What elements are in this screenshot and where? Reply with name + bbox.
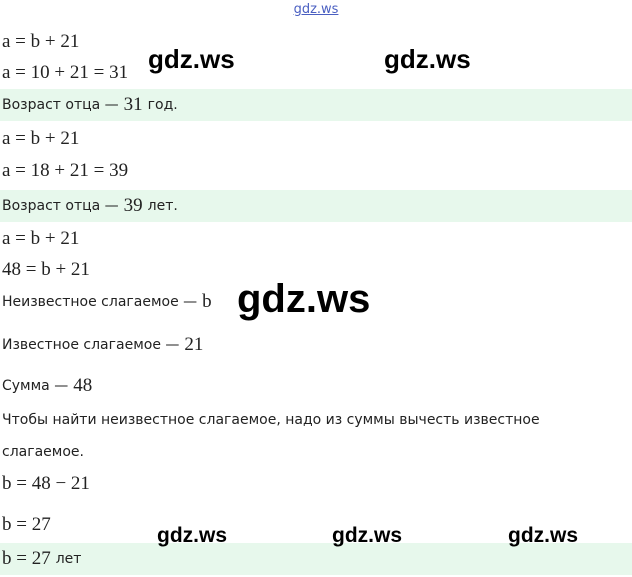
text-line: b = 27 лет [0,543,632,575]
watermark: gdz.ws [237,277,371,321]
text-line: Возраст отца —31 год. [0,89,632,121]
watermark: gdz.ws [148,44,235,74]
math-text: a = b + 21 [2,31,80,52]
text-line: 48 = b + 21 [0,254,632,286]
text-line: Чтобы найти неизвестное слагаемое, надо … [0,404,632,436]
prose-text: лет. [147,198,178,214]
text-line: a = b + 21 [0,123,632,155]
text-line: Неизвестное слагаемое — b [0,286,632,318]
math-text: b = 27 [2,514,51,535]
prose-text: год. [147,97,178,113]
math-text: a = b + 21 [2,128,80,149]
math-text: b = 27 [2,548,51,569]
site-link[interactable]: gdz.ws [293,2,339,17]
prose-text: лет [55,551,82,567]
math-text: 39 [123,195,143,216]
prose-text: Возраст отца — [2,97,119,113]
text-line: a = b + 21 [0,223,632,255]
text-line: a = b + 21 [0,26,632,58]
math-text: b = 48 − 21 [2,473,90,494]
math-text: 48 = b + 21 [2,259,90,280]
watermark: gdz.ws [508,524,579,547]
text-line: Сумма —48 [0,370,632,402]
text-line: b = 27 [0,509,632,541]
text-line: b = 48 − 21 [0,468,632,500]
text-line: a = 18 + 21 = 39 [0,155,632,187]
watermark: gdz.ws [157,524,228,547]
math-text: b [202,291,212,312]
math-text: 48 [73,375,93,396]
watermark: gdz.ws [332,524,403,547]
prose-text: Возраст отца — [2,198,119,214]
prose-text: Неизвестное слагаемое — [2,294,198,310]
prose-text: Сумма — [2,378,69,394]
math-text: a = 10 + 21 = 31 [2,62,129,83]
text-line: a = 10 + 21 = 31 [0,57,632,89]
prose-text: Чтобы найти неизвестное слагаемое, надо … [2,412,540,428]
text-line: слагаемое. [0,436,632,468]
math-text: 31 [123,94,143,115]
prose-text: слагаемое. [2,444,84,460]
text-line: Возраст отца —39 лет. [0,190,632,222]
math-text: a = b + 21 [2,228,80,249]
prose-text: Известное слагаемое — [2,337,180,353]
math-text: 21 [184,334,204,355]
math-text: a = 18 + 21 = 39 [2,160,129,181]
text-line: Известное слагаемое —21 [0,329,632,361]
watermark: gdz.ws [384,44,471,74]
